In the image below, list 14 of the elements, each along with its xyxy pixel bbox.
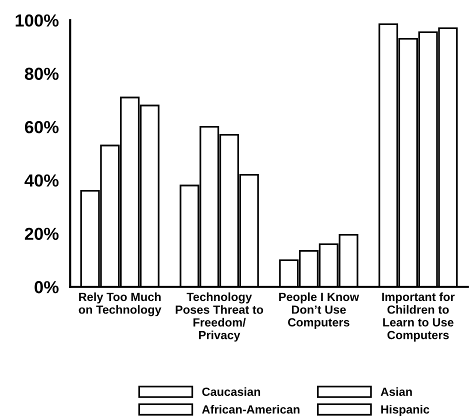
y-tick-label: 100%: [16, 14, 59, 27]
x-tick-label: People I Know Don’t Use Computers: [279, 292, 360, 329]
legend-label: Caucasian: [202, 387, 260, 396]
legend-label: Asian: [380, 387, 412, 396]
y-tick-label: 60%: [24, 121, 59, 134]
legend-label: Hispanic: [381, 404, 430, 416]
x-tick-label: Rely Too Much on Technology: [78, 292, 162, 316]
y-tick-label: 40%: [24, 174, 59, 187]
y-tick-label: 20%: [24, 228, 59, 240]
y-tick-label: 80%: [24, 68, 59, 80]
y-tick-label: 0%: [34, 281, 59, 294]
x-tick-label: Technology Poses Threat to Freedom/ Privacy: [176, 292, 264, 342]
x-tick-label: Important for Children to Learn to Use Computers: [382, 292, 455, 342]
legend-label: African-American: [202, 404, 300, 414]
